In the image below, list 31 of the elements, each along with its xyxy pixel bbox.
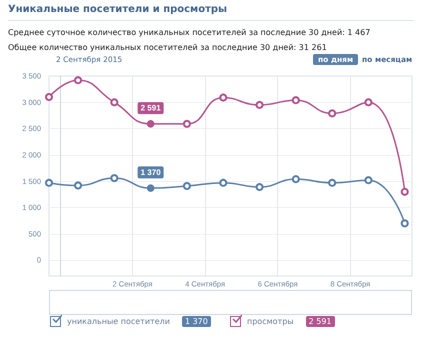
point bbox=[182, 182, 191, 190]
point bbox=[45, 178, 53, 187]
chart-title: Уникальные посетители и просмотры bbox=[8, 4, 228, 15]
point bbox=[292, 175, 300, 184]
point bbox=[74, 181, 82, 190]
point bbox=[328, 109, 336, 118]
point bbox=[74, 76, 82, 84]
point bbox=[328, 178, 336, 187]
point bbox=[219, 178, 228, 187]
text: Общее количество уникальных посетителей за последние 30 дней: 31 261 bbox=[8, 43, 327, 52]
point bbox=[292, 96, 300, 104]
data-label: 2 591 bbox=[140, 104, 162, 113]
point bbox=[146, 120, 154, 128]
point bbox=[146, 184, 154, 192]
legend-label: уникальные посетители bbox=[67, 317, 170, 326]
point bbox=[182, 120, 191, 128]
legend-label: просмотры bbox=[247, 317, 294, 326]
point bbox=[110, 174, 118, 182]
point bbox=[219, 94, 228, 102]
point bbox=[256, 183, 264, 192]
text: Среднее суточное количество уникальных посетителей за последние 30 дней: 1 467 bbox=[8, 28, 370, 37]
point bbox=[364, 176, 372, 184]
text: 1 370 bbox=[184, 317, 208, 326]
point bbox=[256, 100, 264, 109]
point bbox=[110, 98, 118, 106]
data-label: 1 370 bbox=[140, 168, 162, 177]
point bbox=[400, 188, 409, 196]
point bbox=[364, 98, 372, 106]
point bbox=[45, 93, 53, 102]
text: 2 591 bbox=[308, 317, 332, 326]
point bbox=[400, 219, 409, 228]
